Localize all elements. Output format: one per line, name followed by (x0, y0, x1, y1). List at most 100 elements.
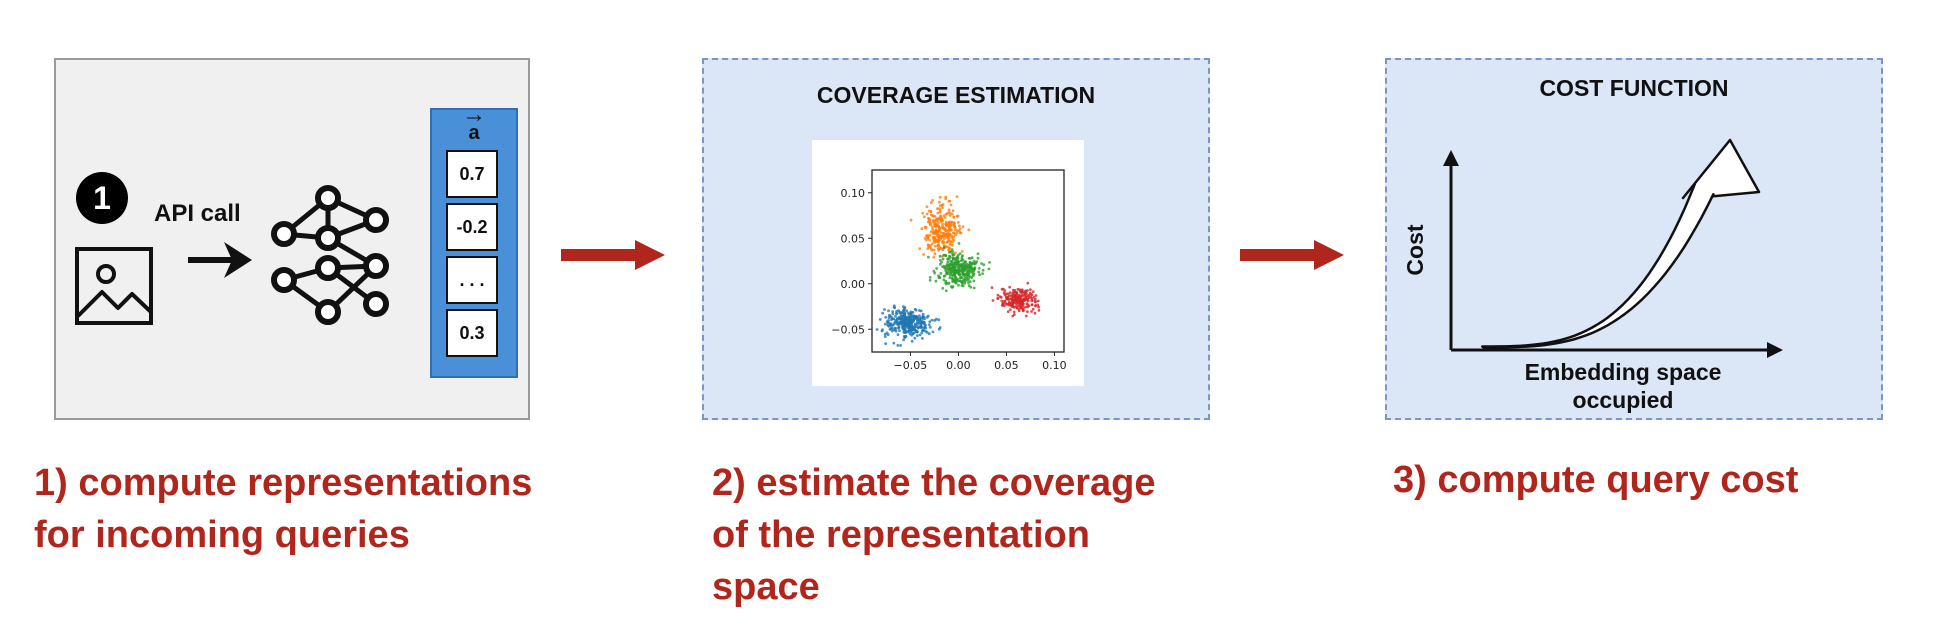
scatter-point (916, 326, 920, 330)
scatter-point (888, 328, 892, 331)
scatter-point (943, 274, 947, 278)
scatter-point (1018, 289, 1022, 293)
scatter-point (914, 314, 918, 318)
scatter-point (921, 317, 925, 320)
scatter-point (946, 231, 950, 235)
scatter-point (942, 232, 946, 235)
scatter-point (931, 330, 935, 334)
coverage-title: COVERAGE ESTIMATION (816, 82, 1096, 108)
scatter-point (927, 332, 931, 336)
scatter-point (925, 331, 929, 334)
embedding-vector: → a 0.7 -0.2 . . . 0.3 (430, 103, 518, 378)
api-call-label: API call (154, 200, 241, 227)
scatter-point (918, 314, 921, 318)
scatter-point (968, 260, 972, 264)
scatter-point (945, 220, 948, 224)
scatter-point (1018, 294, 1021, 297)
scatter-point (976, 252, 980, 256)
scatter-point (970, 270, 973, 274)
scatter-point (957, 283, 960, 287)
scatter-point (936, 244, 940, 247)
scatter-point (1013, 313, 1016, 316)
scatter-point (980, 262, 983, 265)
scatter-point (938, 254, 942, 258)
scatter-point (950, 248, 954, 251)
scatter-point (940, 203, 944, 207)
scatter-point (921, 337, 924, 340)
vector-cell: 0.3 (446, 309, 498, 357)
scatter-point (971, 261, 974, 265)
scatter-point (913, 326, 917, 329)
scatter-point (930, 318, 934, 322)
scatter-point (889, 323, 892, 326)
scatter-point (892, 304, 896, 308)
scatter-point (957, 229, 961, 233)
scatter-point (1006, 296, 1010, 300)
scatter-point (1029, 288, 1032, 291)
scatter-point (996, 297, 1000, 300)
scatter-point (932, 269, 936, 273)
caption-line: space (712, 566, 820, 608)
scatter-point (942, 214, 946, 218)
scatter-point (951, 277, 955, 281)
scatter-point (939, 220, 943, 223)
scatter-point (935, 317, 938, 321)
scatter-point (928, 238, 931, 242)
scatter-point (886, 321, 890, 325)
scatter-point (1037, 305, 1041, 309)
scatter-point (949, 285, 953, 288)
scatter-point (953, 274, 957, 277)
scatter-point (1008, 303, 1011, 307)
scatter-point (1019, 305, 1023, 308)
scatter-point (1009, 297, 1013, 301)
scatter-point (909, 218, 913, 222)
scatter-point (925, 212, 929, 216)
scatter-point (949, 259, 952, 263)
x-tick-label: −0.05 (894, 359, 928, 372)
scatter-point (901, 321, 905, 325)
scatter-point (939, 272, 943, 275)
scatter-point (944, 279, 948, 283)
scatter-point (887, 319, 890, 322)
scatter-point (972, 279, 976, 283)
scatter-point (1030, 310, 1033, 313)
scatter-point (910, 339, 914, 343)
scatter-point (927, 243, 930, 247)
scatter-point (1031, 307, 1035, 311)
scatter-point (1030, 296, 1034, 300)
scatter-point (969, 275, 972, 279)
scatter-point (963, 260, 967, 264)
scatter-point (945, 241, 949, 244)
scatter-point (990, 286, 994, 289)
scatter-point (1030, 299, 1034, 303)
scatter-point (946, 257, 950, 261)
scatter-point (987, 267, 991, 271)
scatter-point (923, 321, 926, 325)
scatter-point (918, 247, 922, 251)
scatter-point (896, 322, 899, 326)
scatter-point (950, 220, 954, 224)
scatter-point (1015, 302, 1019, 305)
scatter-point (883, 322, 887, 326)
scatter-point (963, 268, 967, 272)
scatter-point (1002, 291, 1006, 295)
scatter-point (894, 314, 897, 318)
scatter-point (904, 322, 907, 325)
scatter-point (952, 235, 956, 239)
scatter-point (929, 201, 933, 204)
scatter-point (915, 330, 919, 333)
scatter-point (944, 289, 948, 293)
scatter-point (912, 319, 915, 323)
scatter-point (932, 248, 936, 252)
scatter-point (896, 333, 900, 336)
scatter-point (1026, 289, 1029, 292)
caption-line: 1) compute representations (34, 462, 533, 504)
scatter-point (892, 317, 896, 321)
scatter-point (1012, 301, 1016, 304)
scatter-point (998, 295, 1002, 298)
scatter-point (918, 333, 922, 337)
scatter-point (1029, 293, 1033, 296)
scatter-point (944, 212, 948, 216)
scatter-point (944, 195, 948, 199)
scatter-point (1012, 288, 1015, 292)
